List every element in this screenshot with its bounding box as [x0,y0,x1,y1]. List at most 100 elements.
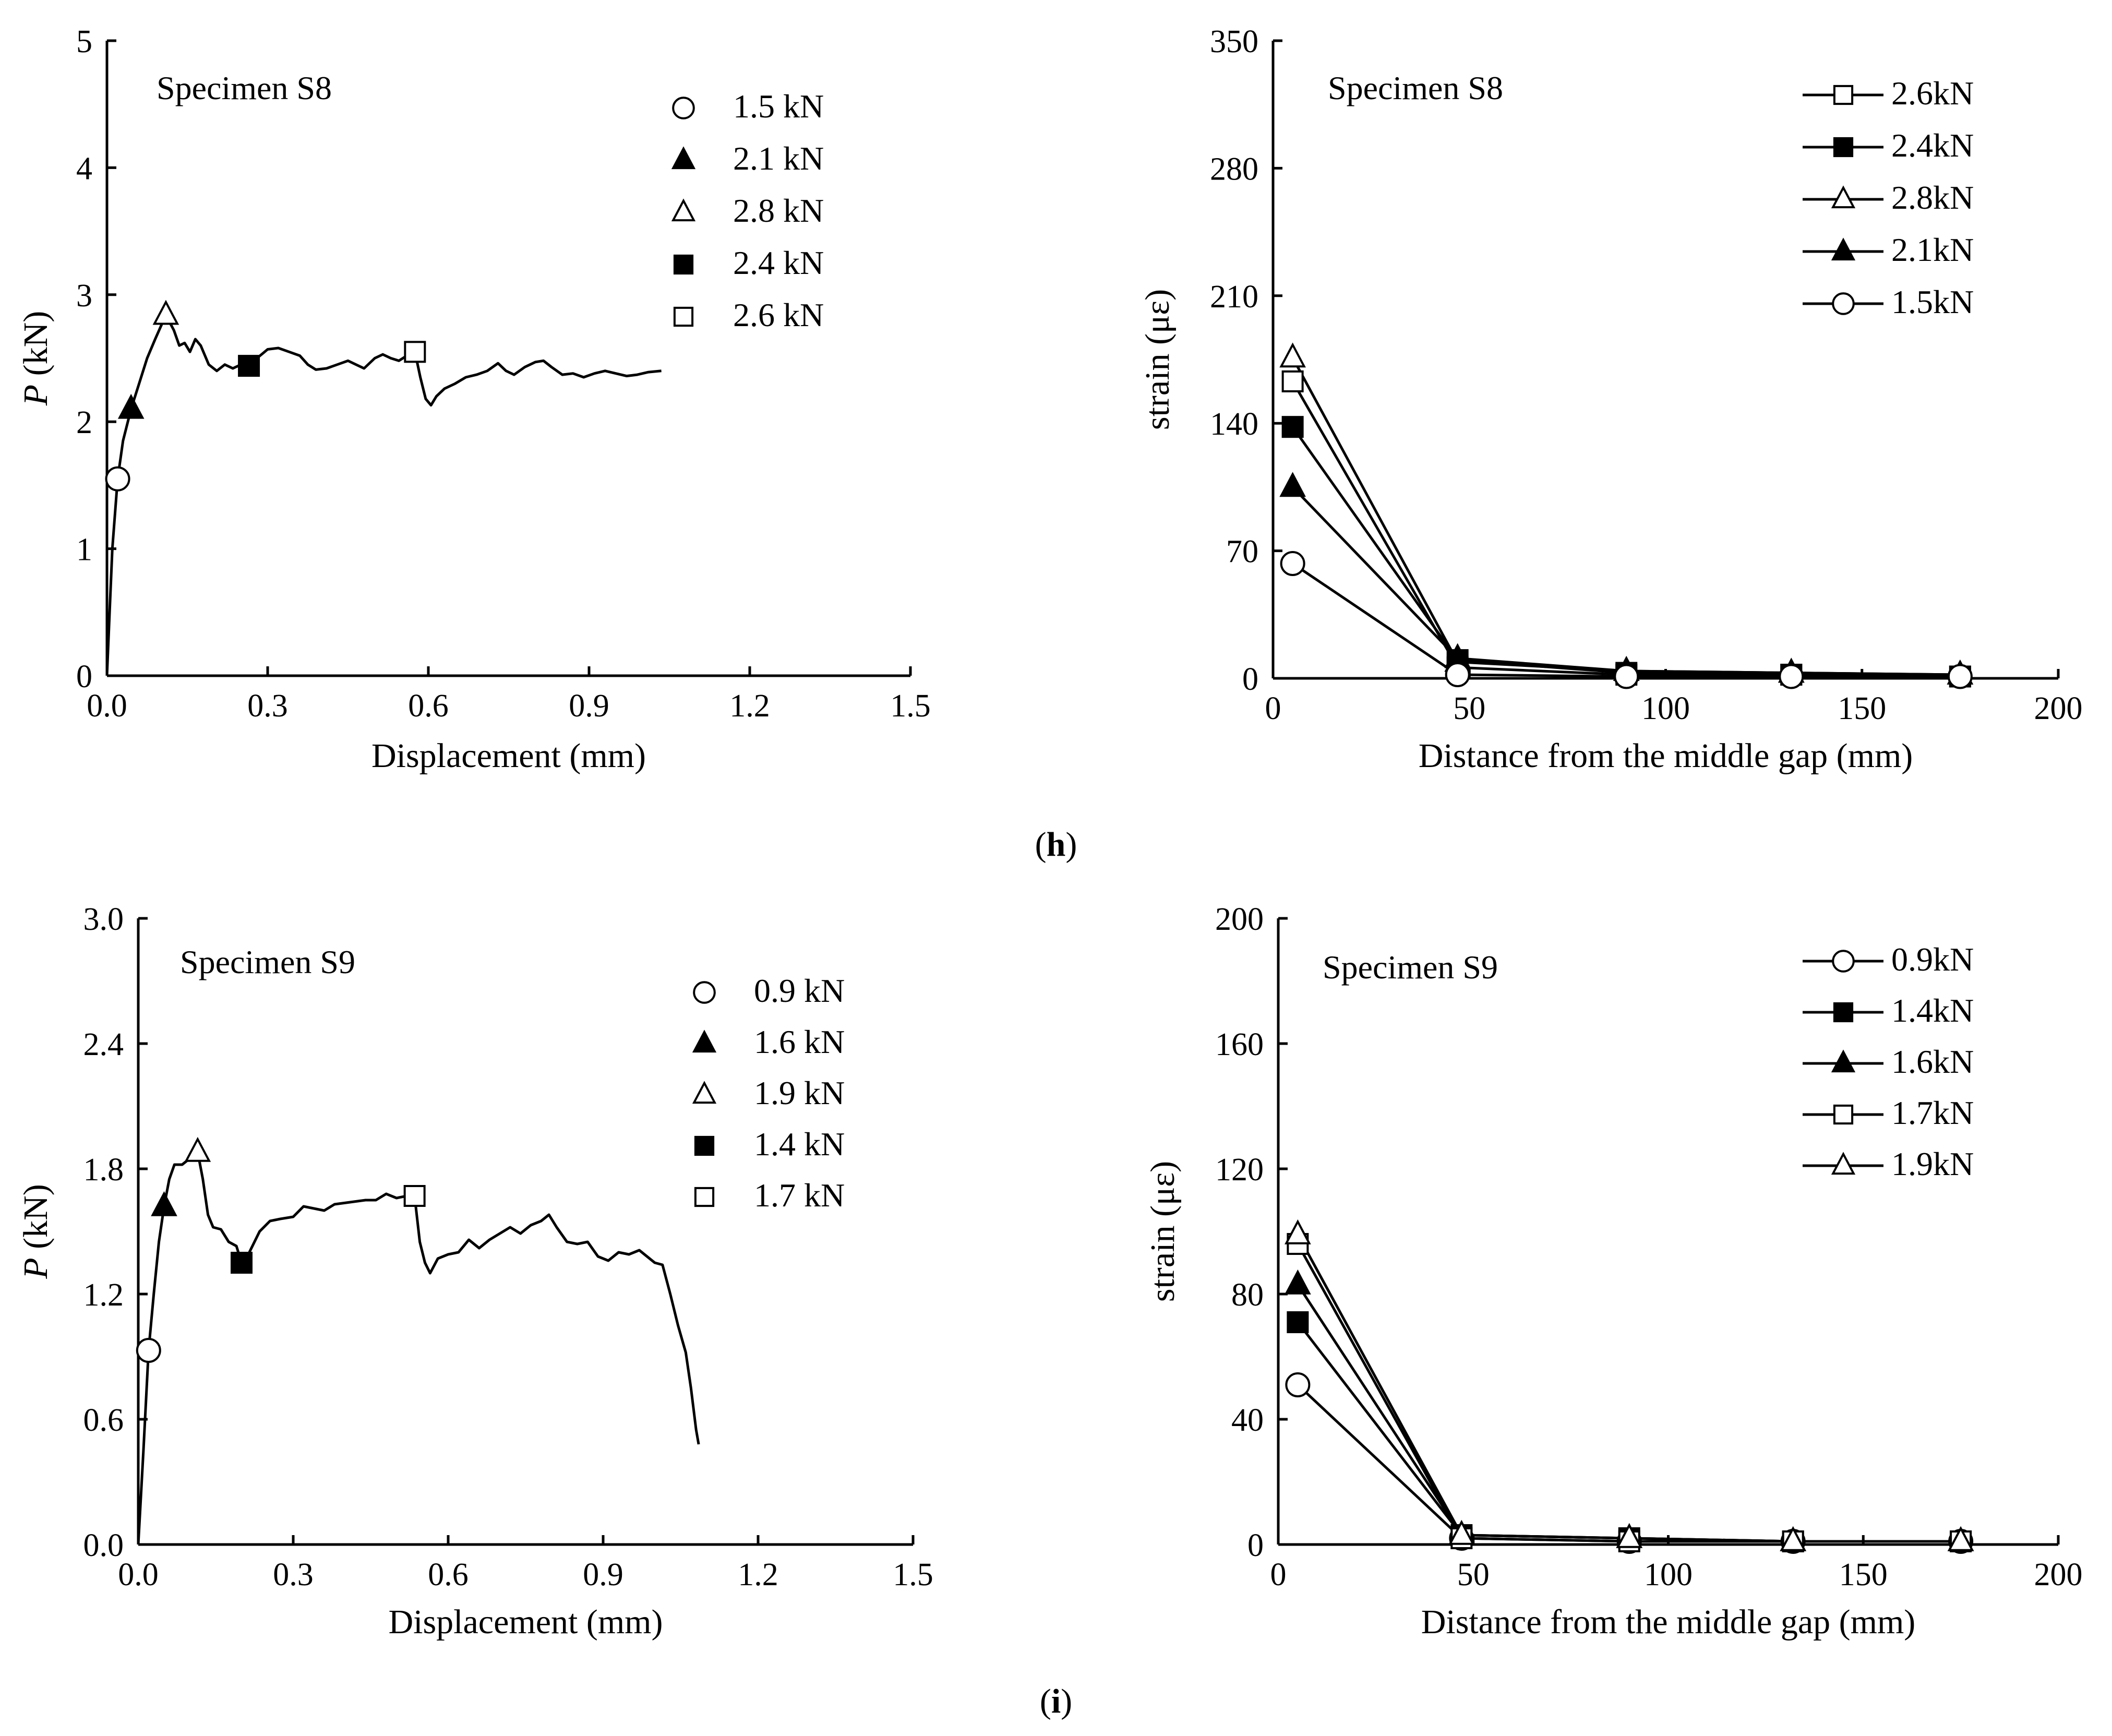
legend-label: 1.9 kN [754,1074,845,1111]
legend-label: 1.9kN [1891,1145,1974,1182]
load-curve [105,314,662,676]
y-tick-label: 210 [1210,279,1258,315]
legend-label: 2.4kN [1891,127,1974,164]
data-point-triangle-open [1780,1526,1807,1551]
legend-label: 2.8 kN [733,192,824,229]
x-tick-label: 200 [2034,1557,2083,1593]
x-tick-label: 1.5 [890,688,931,724]
legend-label: 1.7 kN [754,1177,845,1214]
y-axis-label-symbol: P [17,1258,55,1279]
y-tick-label: 3.0 [83,902,124,937]
legend-label: 0.9 kN [754,972,845,1009]
x-axis-label: Displacement (mm) [388,1603,663,1641]
legend-marker-square-filled [1833,1002,1854,1023]
series-line-2.1kN [1291,486,1960,676]
series-line-0.9kN [1297,1384,1961,1543]
legend-marker-square-filled [673,254,694,275]
y-tick-label: 0 [76,659,92,695]
y-axis-label: P (kN) [17,1184,55,1279]
legend-label: 0.9kN [1891,941,1974,978]
y-tick-label: 0.0 [83,1528,124,1563]
legend-marker-triangle-open [692,1081,717,1104]
legend-marker-triangle-open [1831,185,1856,209]
legend-label: 2.6kN [1891,75,1974,112]
y-tick-label: 120 [1215,1152,1264,1188]
legend-label: 1.7kN [1891,1094,1974,1131]
y-tick-label: 140 [1210,406,1258,442]
series-line-2.8kN [1291,357,1960,676]
x-tick-label: 50 [1453,691,1485,726]
data-point-square-open [1281,370,1304,392]
data-point-square-open [404,341,426,363]
series-line-2.4kN [1291,426,1960,678]
legend-marker-square-open [1833,85,1854,105]
x-tick-label: 150 [1839,1557,1888,1593]
x-tick-label: 0 [1265,691,1281,726]
x-tick-label: 150 [1838,691,1886,726]
data-point-circle-open [105,466,130,492]
series-line-1.9kN [1297,1234,1961,1543]
legend-marker-circle-open [693,981,716,1004]
panel-label-h: (h) [1035,825,1077,864]
x-tick-label: 0.3 [273,1557,314,1593]
x-tick-label: 100 [1644,1557,1693,1593]
chart-title: Specimen S8 [1328,69,1503,106]
y-tick-label: 80 [1231,1277,1264,1313]
data-point-triangle-open [184,1136,211,1162]
data-point-square-filled [1281,416,1304,438]
x-tick-label: 1.2 [729,688,770,724]
series-line-1.6kN [1297,1284,1961,1543]
legend-marker-square-filled [1833,137,1854,158]
x-tick-label: 0.9 [583,1557,623,1593]
y-tick-label: 280 [1210,151,1258,187]
x-axis-label: Displacement (mm) [371,737,646,775]
y-tick-label: 4 [76,151,92,186]
y-tick-label: 350 [1210,24,1258,59]
legend-marker-triangle-filled [671,146,696,170]
legend-label: 2.1 kN [733,140,824,177]
legend-marker-triangle-open [671,198,696,222]
data-point-circle-open [1445,662,1470,688]
x-tick-label: 0.9 [569,688,609,724]
data-point-circle-open [1614,664,1639,689]
x-tick-label: 0.6 [408,688,449,724]
y-tick-label: 1.8 [83,1152,124,1188]
legend-marker-square-open [673,306,694,327]
legend-marker-square-filled [694,1135,715,1156]
legend-marker-triangle-open [1831,1152,1856,1175]
data-point-square-filled [231,1252,253,1274]
data-point-square-filled [1287,1311,1309,1333]
data-point-triangle-filled [117,393,145,419]
y-tick-label: 2 [76,405,92,440]
legend-label: 1.5kN [1891,283,1974,320]
legend-label: 2.6 kN [733,296,824,333]
data-point-circle-open [1779,664,1804,689]
chart-s8-load: 0.0 0.3 0.6 0.9 1.2 1.5 0 1 2 3 4 5 Displacement (mm… [17,24,931,775]
data-point-triangle-open [1279,342,1306,368]
x-tick-label: 1.5 [893,1557,933,1593]
legend-label: 2.4 kN [733,244,824,281]
panel-label-i: (i) [1040,1682,1072,1720]
legend-label: 1.4kN [1891,992,1974,1029]
data-point-square-open [403,1185,426,1207]
data-point-circle-open [1285,1372,1311,1397]
x-tick-label: 0.0 [118,1557,159,1593]
y-tick-label: 5 [76,24,92,59]
chart-s9-strain: 0 50 100 150 200 0 40 80 120 160 200 Distance from … [1144,902,2083,1641]
data-point-circle-open [136,1338,161,1363]
legend-marker-triangle-filled [1831,1049,1856,1073]
legend-label: 1.6 kN [754,1023,845,1060]
chart-s8-strain: 0 50 100 150 200 0 70 140 210 280 350 Distance from… [1138,24,2083,775]
series-line-1.7kN [1297,1243,1961,1543]
legend-marker-triangle-filled [692,1029,717,1053]
y-tick-label: 3 [76,278,92,314]
data-point-triangle-open [1947,1526,1974,1551]
y-tick-label: 0 [1242,662,1258,697]
y-tick-label: 200 [1215,902,1264,937]
y-tick-label: 0 [1247,1528,1264,1563]
data-point-triangle-filled [1279,472,1306,497]
data-point-triangle-filled [1285,1269,1311,1295]
y-tick-label: 70 [1226,534,1258,570]
legend-marker-triangle-filled [1831,237,1856,261]
